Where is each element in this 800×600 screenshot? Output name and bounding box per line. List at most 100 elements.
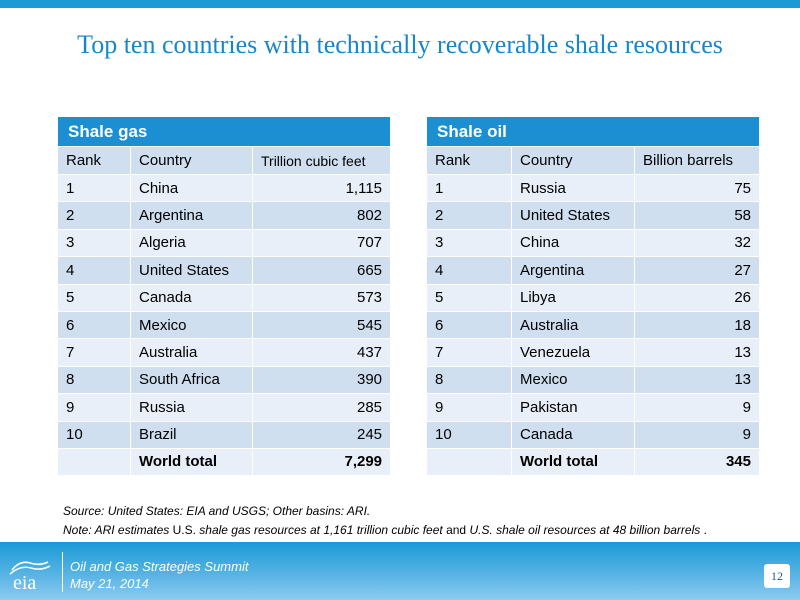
table-row: 7 Venezuela 13 <box>426 338 760 367</box>
table-row: 6 Australia 18 <box>426 310 760 340</box>
rank-cell: 1 <box>426 173 512 203</box>
rank-cell: 5 <box>57 283 131 312</box>
table-row: 1 Russia 75 <box>426 173 760 203</box>
country-cell: China <box>130 173 253 203</box>
value-cell: 27 <box>634 256 760 285</box>
country-cell: Australia <box>511 310 635 340</box>
country-cell: United States <box>130 256 253 285</box>
total-row: World total 345 <box>426 447 760 476</box>
rank-cell: 2 <box>426 201 512 230</box>
country-cell: Mexico <box>130 310 253 340</box>
country-cell: South Africa <box>130 365 253 395</box>
value-cell: 437 <box>251 338 392 367</box>
country-cell: Russia <box>130 393 253 422</box>
column-header-unit: Trillion cubic feet <box>251 146 392 175</box>
footnote-part: U.S. <box>172 523 196 537</box>
value-cell: 13 <box>634 365 760 395</box>
value-cell: 26 <box>634 283 760 312</box>
country-cell: Argentina <box>130 201 253 230</box>
table-row: 10 Canada 9 <box>426 420 760 449</box>
rank-cell: 3 <box>426 228 512 258</box>
total-row: World total 7,299 <box>57 447 392 476</box>
slide-title: Top ten countries with technically recov… <box>77 30 723 59</box>
country-cell: Mexico <box>511 365 635 395</box>
table-row: 9 Pakistan 9 <box>426 393 760 422</box>
footnote-part: U.S. shale oil resources at 48 billion b… <box>469 523 701 537</box>
footer-bar: eia Oil and Gas Strategies Summit May 21… <box>0 542 800 600</box>
footnote-part: Note: ARI estimates <box>63 523 173 537</box>
value-cell: 9 <box>634 393 760 422</box>
table-row: 4 Argentina 27 <box>426 256 760 285</box>
total-label: World total <box>511 447 635 476</box>
shale-gas-table-title: Shale gas <box>56 116 392 147</box>
total-rank-cell <box>426 447 512 476</box>
value-cell: 13 <box>634 338 760 367</box>
column-header-rank: Rank <box>57 146 131 175</box>
footnote-part: shale gas resources at 1,161 trillion cu… <box>195 523 443 537</box>
rank-cell: 6 <box>57 310 131 340</box>
table-row: 7 Australia 437 <box>57 338 392 367</box>
table-header-row: Rank Country Billion barrels <box>426 146 760 175</box>
rank-cell: 2 <box>57 201 131 230</box>
footer-divider <box>62 552 63 592</box>
total-label: World total <box>130 447 253 476</box>
rank-cell: 10 <box>426 420 512 449</box>
rank-cell: 10 <box>57 420 131 449</box>
country-cell: Brazil <box>130 420 253 449</box>
country-cell: Russia <box>511 173 635 203</box>
footnote-part: and <box>442 523 470 537</box>
table-row: 3 Algeria 707 <box>57 228 392 258</box>
shale-oil-table-title: Shale oil <box>426 116 760 147</box>
country-cell: Canada <box>511 420 635 449</box>
column-header-unit: Billion barrels <box>634 146 760 175</box>
table-row: 5 Canada 573 <box>57 283 392 312</box>
column-header-country: Country <box>511 146 635 175</box>
table-header-row: Rank Country Trillion cubic feet <box>57 146 392 175</box>
page-number: 12 <box>764 564 790 588</box>
value-cell: 18 <box>634 310 760 340</box>
country-cell: China <box>511 228 635 258</box>
table-row: 8 South Africa 390 <box>57 365 392 395</box>
rank-cell: 7 <box>57 338 131 367</box>
rank-cell: 8 <box>426 365 512 395</box>
footer-date: May 21, 2014 <box>70 576 149 591</box>
country-cell: Canada <box>130 283 253 312</box>
value-cell: 32 <box>634 228 760 258</box>
country-cell: Venezuela <box>511 338 635 367</box>
rank-cell: 9 <box>57 393 131 422</box>
value-cell: 573 <box>251 283 392 312</box>
rank-cell: 4 <box>426 256 512 285</box>
total-rank-cell <box>57 447 131 476</box>
rank-cell: 1 <box>57 173 131 203</box>
value-cell: 390 <box>251 365 392 395</box>
table-row: 5 Libya 26 <box>426 283 760 312</box>
table-row: 10 Brazil 245 <box>57 420 392 449</box>
value-cell: 75 <box>634 173 760 203</box>
column-header-rank: Rank <box>426 146 512 175</box>
value-cell: 545 <box>251 310 392 340</box>
total-value: 7,299 <box>251 447 392 476</box>
footer-event-name: Oil and Gas Strategies Summit <box>70 559 249 574</box>
rank-cell: 9 <box>426 393 512 422</box>
country-cell: Algeria <box>130 228 253 258</box>
rank-cell: 6 <box>426 310 512 340</box>
eia-logo: eia <box>9 561 51 594</box>
top-accent-bar <box>0 0 800 8</box>
footnote: Note: ARI estimates U.S. shale gas resou… <box>63 523 707 537</box>
rank-cell: 7 <box>426 338 512 367</box>
value-cell: 9 <box>634 420 760 449</box>
table-row: 2 United States 58 <box>426 201 760 230</box>
logo-text: eia <box>13 572 36 594</box>
value-cell: 58 <box>634 201 760 230</box>
rank-cell: 3 <box>57 228 131 258</box>
table-row: 2 Argentina 802 <box>57 201 392 230</box>
country-cell: Argentina <box>511 256 635 285</box>
rank-cell: 4 <box>57 256 131 285</box>
table-row: 1 China 1,115 <box>57 173 392 203</box>
country-cell: Australia <box>130 338 253 367</box>
value-cell: 802 <box>251 201 392 230</box>
table-row: 9 Russia 285 <box>57 393 392 422</box>
table-row: 8 Mexico 13 <box>426 365 760 395</box>
column-header-country: Country <box>130 146 253 175</box>
footnote-part: . <box>700 523 707 537</box>
